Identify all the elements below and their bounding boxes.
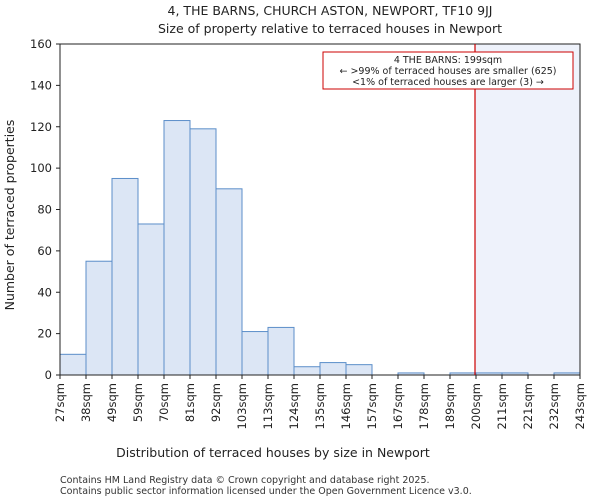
plot-frame (59, 43, 581, 376)
x-tick-label: 167sqm (391, 383, 405, 429)
y-tick-label: 0 (45, 368, 52, 382)
bar-135sqm (319, 362, 347, 376)
bar-146sqm (345, 364, 373, 376)
x-tick-label: 113sqm (261, 383, 275, 429)
x-tick-label: 221sqm (521, 383, 535, 429)
y-tick-label: 140 (30, 78, 52, 92)
x-tick-label: 232sqm (547, 383, 561, 429)
annotation-line1: 4 THE BARNS: 199sqm (394, 55, 502, 66)
footer-line2: Contains public sector information licen… (60, 486, 472, 497)
x-tick-label: 200sqm (469, 383, 483, 429)
bar-70sqm (163, 120, 191, 376)
x-tick-label: 92sqm (209, 383, 223, 422)
x-tick-label: 103sqm (235, 383, 249, 429)
y-tick-label: 20 (37, 327, 52, 341)
x-axis-label: Distribution of terraced houses by size … (116, 445, 430, 460)
y-tick-label: 40 (37, 285, 52, 299)
x-tick-label: 146sqm (339, 383, 353, 429)
y-tick-label: 60 (37, 244, 52, 258)
bar-92sqm (215, 188, 243, 376)
bar-27sqm (59, 353, 87, 376)
annotation-frame (322, 51, 574, 90)
x-tick-label: 211sqm (495, 383, 509, 429)
y-tick-label: 120 (30, 120, 52, 134)
y-tick-label: 160 (30, 37, 52, 51)
x-tick-label: 243sqm (573, 383, 587, 429)
x-tick-label: 38sqm (79, 383, 93, 422)
annotation-box: 4 THE BARNS: 199sqm ← >99% of terraced h… (322, 51, 574, 90)
x-tick-label: 27sqm (53, 383, 67, 422)
footer-line1: Contains HM Land Registry data © Crown c… (60, 475, 430, 486)
bar-103sqm (241, 331, 269, 376)
y-axis-label: Number of terraced properties (2, 120, 17, 311)
bar-49sqm (111, 177, 139, 376)
x-tick-label: 70sqm (157, 383, 171, 422)
x-tick-label: 178sqm (417, 383, 431, 429)
bars-group (59, 120, 581, 376)
bar-113sqm (267, 326, 295, 376)
x-tick-label: 59sqm (131, 383, 145, 422)
bar-124sqm (293, 366, 321, 376)
chart-title-line2: Size of property relative to terraced ho… (158, 21, 502, 36)
bar-59sqm (137, 223, 165, 376)
bar-38sqm (85, 260, 113, 376)
x-tick-label: 157sqm (365, 383, 379, 429)
x-tick-label: 135sqm (313, 383, 327, 429)
x-ticks: 27sqm 38sqm 49sqm 59sqm 70sqm 81sqm 92sqm 103sq… (53, 375, 587, 429)
x-tick-label: 49sqm (105, 383, 119, 422)
x-tick-label: 189sqm (443, 383, 457, 429)
annotation-line2: ← >99% of terraced houses are smaller (6… (339, 66, 556, 77)
chart-title-line1: 4, THE BARNS, CHURCH ASTON, NEWPORT, TF1… (168, 3, 493, 18)
y-ticks: 0 20 40 60 80 100 120 140 160 (30, 37, 60, 382)
y-tick-label: 80 (37, 203, 52, 217)
bar-81sqm (189, 128, 217, 376)
x-tick-label: 124sqm (287, 383, 301, 429)
x-tick-label: 81sqm (183, 383, 197, 422)
larger-region-highlight (475, 44, 580, 375)
y-tick-label: 100 (30, 161, 52, 175)
annotation-line3: <1% of terraced houses are larger (3) → (352, 77, 544, 88)
